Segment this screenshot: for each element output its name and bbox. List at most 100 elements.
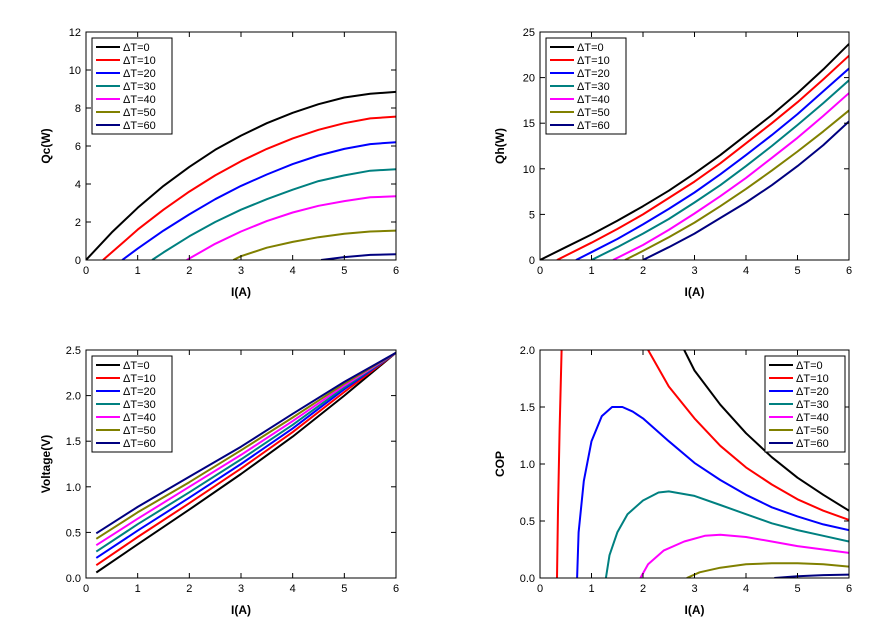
y-tick-label: 12 [69, 27, 81, 39]
series-line-dt10 [556, 54, 849, 260]
legend-label-dt50: ΔT=50 [796, 425, 829, 437]
series-line-dt50 [624, 109, 849, 260]
legend-label-dt40: ΔT=40 [577, 94, 610, 106]
legend-label-dt60: ΔT=60 [123, 120, 156, 132]
series-line-dt40 [612, 92, 849, 260]
x-tick-label: 2 [640, 583, 646, 595]
x-tick-label: 4 [290, 583, 296, 595]
series-line-dt30 [95, 351, 396, 553]
y-tick-label: 1.5 [66, 436, 81, 448]
series-line-dt20 [575, 67, 849, 260]
y-tick-label: 2.0 [66, 391, 81, 403]
x-tick-label: 4 [743, 583, 749, 595]
x-tick-label: 0 [537, 583, 543, 595]
y-tick-label: 0.0 [66, 573, 81, 585]
y-tick-label: 0.0 [520, 573, 535, 585]
legend-label-dt0: ΔT=0 [123, 42, 150, 54]
y-tick-label: 4 [75, 179, 81, 191]
legend-label-dt30: ΔT=30 [123, 399, 156, 411]
x-tick-label: 3 [691, 265, 697, 277]
series-line-dt30 [604, 490, 849, 578]
legend-label-dt20: ΔT=20 [123, 68, 156, 80]
series-line-dt20 [576, 406, 849, 578]
panel-qh-chart: 0 1 2 3 4 5 6 0 5 10 15 20 25 I(A) Qh(W) ΔT=0ΔT=10ΔT=20… [493, 27, 852, 299]
legend-label-dt0: ΔT=0 [577, 42, 604, 54]
legend-label-dt10: ΔT=10 [796, 373, 829, 385]
legend-label-dt10: ΔT=10 [123, 55, 156, 67]
x-tick-label: 1 [588, 583, 594, 595]
legend-label-dt0: ΔT=0 [796, 360, 823, 372]
legend-label-dt50: ΔT=50 [577, 107, 610, 119]
legend-label-dt40: ΔT=40 [123, 94, 156, 106]
series-line-dt0 [86, 90, 396, 260]
x-tick-label: 1 [135, 583, 141, 595]
series-line-dt0 [95, 351, 396, 574]
x-tick-label: 3 [691, 583, 697, 595]
x-tick-label: 5 [794, 265, 800, 277]
series-line-dt10 [556, 350, 563, 578]
y-tick-label: 5 [529, 209, 535, 221]
x-tick-label: 0 [83, 265, 89, 277]
legend-label-dt60: ΔT=60 [577, 120, 610, 132]
series-line-dt40 [639, 533, 849, 578]
series-line-dt10 [95, 351, 396, 567]
y-axis-label: Qh(W) [493, 128, 507, 164]
x-tick-label: 5 [794, 583, 800, 595]
legend-label-dt60: ΔT=60 [796, 438, 829, 450]
y-tick-label: 2 [75, 217, 81, 229]
y-tick-label: 20 [523, 73, 535, 85]
y-tick-label: 25 [523, 27, 535, 39]
x-tick-label: 3 [238, 265, 244, 277]
legend-label-dt30: ΔT=30 [123, 81, 156, 93]
x-tick-label: 1 [135, 265, 141, 277]
legend-label-dt20: ΔT=20 [796, 386, 829, 398]
series-line-dt50 [232, 229, 396, 260]
series-line-dt40 [186, 195, 396, 260]
legend-label-dt30: ΔT=30 [796, 399, 829, 411]
panel-voltage-chart: 0 1 2 3 4 5 6 0.0 0.5 1.0 1.5 2.0 2.5 I(A) Voltage(V) Δ… [39, 345, 399, 617]
y-tick-label: 0.5 [66, 527, 81, 539]
series-line-dt0 [540, 43, 849, 260]
x-tick-label: 4 [290, 265, 296, 277]
x-tick-label: 6 [846, 265, 852, 277]
x-tick-label: 6 [393, 583, 399, 595]
series-line-dt20 [121, 141, 396, 260]
series-line-dt60 [774, 573, 849, 578]
x-tick-label: 0 [83, 583, 89, 595]
y-axis-label: Voltage(V) [39, 435, 53, 493]
series-line-dt60 [642, 120, 849, 260]
series-line-dt0 [683, 350, 849, 512]
legend-label-dt40: ΔT=40 [123, 412, 156, 424]
x-axis-label: I(A) [231, 285, 251, 299]
legend-label-dt40: ΔT=40 [796, 412, 829, 424]
series-line-dt30 [151, 168, 396, 260]
series-line-dt10 [102, 115, 396, 260]
x-tick-label: 2 [640, 265, 646, 277]
series-line-dt50 [95, 351, 396, 540]
x-tick-label: 3 [238, 583, 244, 595]
legend-label-dt20: ΔT=20 [123, 386, 156, 398]
series-line-dt20 [95, 351, 396, 559]
legend-label-dt10: ΔT=10 [577, 55, 610, 67]
legend-label-dt60: ΔT=60 [123, 438, 156, 450]
y-tick-label: 0 [75, 255, 81, 267]
series-line-dt40 [95, 351, 396, 547]
legend-label-dt20: ΔT=20 [577, 68, 610, 80]
y-tick-label: 2.5 [66, 345, 81, 357]
x-tick-label: 6 [393, 265, 399, 277]
y-axis-label: Qc(W) [39, 128, 53, 163]
panel-cop-chart: 0 1 2 3 4 5 60.00.51.01.52.0I(A)COPΔT=0ΔT=10ΔT… [493, 345, 852, 617]
x-tick-label: 0 [537, 265, 543, 277]
series-line-dt30 [591, 79, 849, 260]
x-tick-label: 5 [341, 583, 347, 595]
legend-label-dt10: ΔT=10 [123, 373, 156, 385]
x-axis-label: I(A) [231, 603, 251, 617]
x-tick-label: 2 [186, 583, 192, 595]
y-tick-label: 2.0 [520, 345, 535, 357]
y-tick-label: 1.0 [66, 482, 81, 494]
y-tick-label: 1.5 [520, 402, 535, 414]
y-tick-label: 8 [75, 103, 81, 115]
